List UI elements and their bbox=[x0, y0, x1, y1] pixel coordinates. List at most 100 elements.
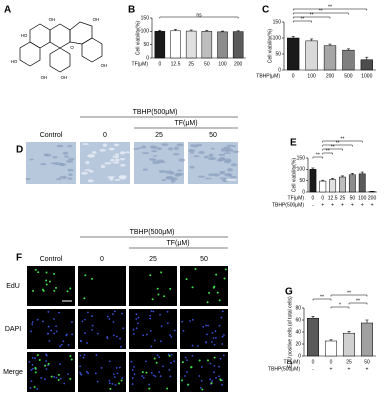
nucleus bbox=[45, 368, 48, 370]
edu-cell bbox=[57, 379, 60, 382]
cell bbox=[210, 147, 215, 150]
panel-letter: F bbox=[16, 253, 22, 264]
cell bbox=[25, 177, 31, 180]
atom-label: O bbox=[70, 45, 74, 50]
bar bbox=[170, 30, 181, 59]
cell bbox=[65, 159, 74, 163]
nucleus bbox=[211, 332, 214, 334]
significance-bracket bbox=[348, 302, 368, 305]
nucleus bbox=[66, 333, 68, 336]
x-tick-label: 12.5 bbox=[171, 61, 181, 67]
nucleus bbox=[221, 379, 224, 382]
nucleus bbox=[218, 365, 220, 368]
nucleus bbox=[162, 365, 164, 368]
cell bbox=[82, 143, 89, 146]
nucleus bbox=[87, 311, 89, 314]
nucleus bbox=[113, 310, 116, 313]
significance-label: ** bbox=[336, 141, 340, 147]
cell bbox=[141, 145, 147, 149]
nucleus bbox=[189, 320, 191, 322]
y-axis-label: Cell viability(%) bbox=[135, 21, 141, 56]
cell bbox=[198, 151, 205, 154]
nucleus bbox=[206, 333, 208, 336]
nucleus bbox=[108, 360, 111, 363]
edu-cell bbox=[208, 291, 211, 294]
nucleus bbox=[142, 376, 145, 379]
nucleus bbox=[211, 380, 213, 382]
row-label: DAPI bbox=[5, 326, 21, 333]
nucleus bbox=[36, 318, 39, 321]
bar bbox=[309, 169, 317, 193]
edu-cell bbox=[34, 367, 37, 370]
edu-cell bbox=[37, 271, 40, 274]
nucleus bbox=[83, 353, 86, 356]
nucleus bbox=[121, 377, 124, 379]
nucleus bbox=[120, 346, 122, 348]
cell bbox=[55, 178, 62, 181]
nucleus bbox=[149, 314, 152, 317]
nucleus bbox=[119, 337, 121, 340]
bar bbox=[201, 31, 213, 59]
nucleus bbox=[212, 337, 215, 339]
cell bbox=[40, 163, 47, 166]
significance-label: ** bbox=[328, 5, 332, 11]
edu-cell bbox=[194, 268, 197, 271]
micrograph bbox=[133, 142, 186, 184]
cell bbox=[153, 155, 158, 157]
edu-cell bbox=[206, 359, 209, 362]
nucleus bbox=[112, 313, 114, 316]
panel-letter: B bbox=[128, 5, 135, 16]
micrograph bbox=[80, 142, 132, 184]
edu-cell bbox=[84, 274, 87, 277]
significance-bracket bbox=[322, 144, 353, 147]
edu-cell bbox=[109, 387, 112, 390]
cell bbox=[142, 168, 148, 171]
nucleus bbox=[108, 318, 111, 320]
y-tick-label: 60 bbox=[295, 317, 301, 323]
edu-cell bbox=[44, 364, 47, 367]
chemical-structure bbox=[19, 21, 103, 73]
cell bbox=[226, 144, 234, 147]
x-tick-label: 50 bbox=[364, 359, 370, 365]
x-tick-label: 12.5 bbox=[328, 195, 338, 201]
bar bbox=[305, 40, 318, 71]
atom-label: OH bbox=[41, 75, 48, 80]
nucleus bbox=[159, 375, 162, 378]
nucleus bbox=[31, 321, 34, 323]
bar bbox=[319, 180, 327, 193]
nucleus bbox=[145, 333, 148, 336]
cell bbox=[189, 165, 195, 169]
nucleus bbox=[32, 367, 34, 370]
edu-cell bbox=[169, 287, 172, 290]
cell bbox=[84, 169, 92, 171]
nucleus bbox=[81, 320, 84, 323]
header: TBHP(500μM) bbox=[130, 229, 175, 236]
cell bbox=[164, 170, 173, 174]
cell bbox=[114, 153, 120, 156]
cell bbox=[173, 146, 179, 151]
nucleus bbox=[170, 361, 172, 364]
edu-cell bbox=[148, 387, 151, 390]
x-axis-label: TF(μM) bbox=[284, 359, 301, 365]
cell bbox=[161, 179, 167, 181]
nucleus bbox=[148, 383, 150, 386]
x-axis-label: TBHP(500μM) bbox=[272, 202, 304, 208]
edu-cell bbox=[120, 379, 123, 382]
significance-label: ** bbox=[326, 149, 330, 155]
micrograph bbox=[188, 142, 239, 184]
nucleus bbox=[55, 325, 57, 328]
nucleus bbox=[166, 310, 169, 313]
edu-cell bbox=[163, 295, 166, 298]
significance-label: ** bbox=[331, 145, 335, 151]
nucleus bbox=[84, 332, 86, 335]
cell bbox=[114, 178, 121, 181]
nucleus bbox=[31, 323, 34, 326]
cell bbox=[81, 171, 88, 175]
x-tick-label: 25 bbox=[188, 61, 194, 67]
row-label: Merge bbox=[3, 369, 23, 376]
cell bbox=[124, 151, 132, 154]
edu-cell bbox=[32, 289, 35, 292]
edu-cell bbox=[185, 278, 188, 281]
cell bbox=[85, 160, 90, 165]
